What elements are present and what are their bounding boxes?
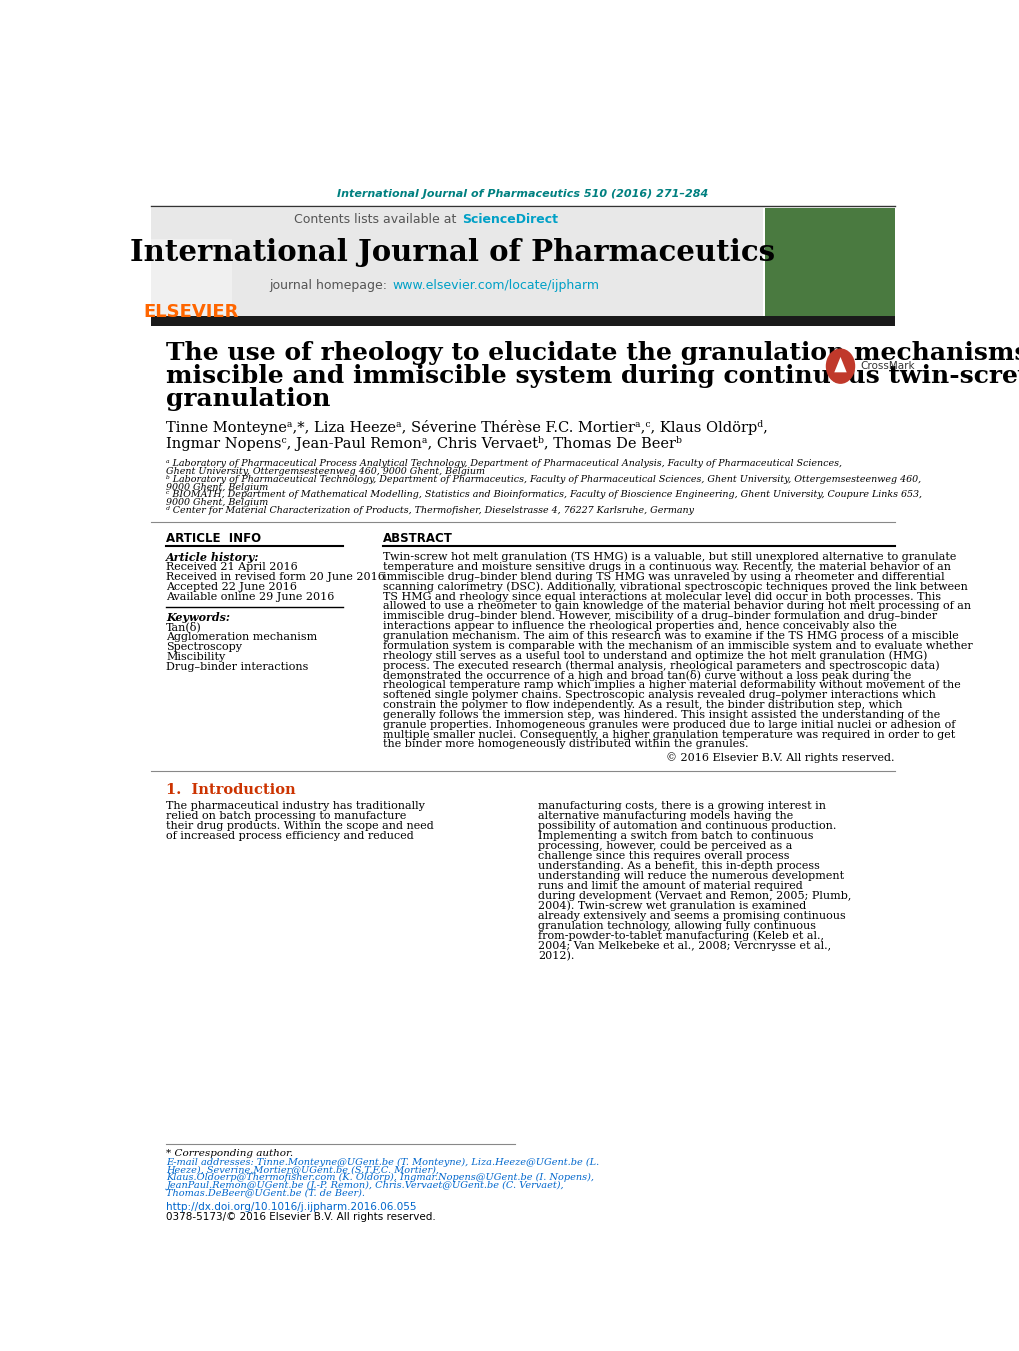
Text: E-mail addresses: Tinne.Monteyne@UGent.be (T. Monteyne), Liza.Heeze@UGent.be (L.: E-mail addresses: Tinne.Monteyne@UGent.b… [166,1158,599,1167]
Text: Twin-screw hot melt granulation (TS HMG) is a valuable, but still unexplored alt: Twin-screw hot melt granulation (TS HMG)… [383,551,956,562]
Text: Heeze), Severine.Mortier@UGent.be (S.T.F.C. Mortier),: Heeze), Severine.Mortier@UGent.be (S.T.F… [166,1166,439,1174]
Text: 2004). Twin-screw wet granulation is examined: 2004). Twin-screw wet granulation is exa… [538,901,806,911]
Text: 2012).: 2012). [538,951,574,961]
Text: The use of rheology to elucidate the granulation mechanisms of a: The use of rheology to elucidate the gra… [166,340,1019,365]
Text: 1.  Introduction: 1. Introduction [166,784,296,797]
Ellipse shape [825,349,854,384]
Text: process. The executed research (thermal analysis, rheological parameters and spe: process. The executed research (thermal … [383,661,938,671]
Text: ᵇ Laboratory of Pharmaceutical Technology, Department of Pharmaceutics, Faculty : ᵇ Laboratory of Pharmaceutical Technolog… [166,474,920,484]
Text: rheological temperature ramp which implies a higher material deformability witho: rheological temperature ramp which impli… [383,681,960,690]
FancyBboxPatch shape [151,316,894,326]
Text: temperature and moisture sensitive drugs in a continuous way. Recently, the mate: temperature and moisture sensitive drugs… [383,562,951,571]
Text: Accepted 22 June 2016: Accepted 22 June 2016 [166,582,297,592]
FancyBboxPatch shape [151,239,232,316]
Text: runs and limit the amount of material required: runs and limit the amount of material re… [538,881,802,890]
Text: Tinne Monteyneᵃ,*, Liza Heezeᵃ, Séverine Thérèse F.C. Mortierᵃ,ᶜ, Klaus Oldörpᵈ,: Tinne Monteyneᵃ,*, Liza Heezeᵃ, Séverine… [166,420,767,435]
Text: constrain the polymer to flow independently. As a result, the binder distributio: constrain the polymer to flow independen… [383,700,902,711]
Text: softened single polymer chains. Spectroscopic analysis revealed drug–polymer int: softened single polymer chains. Spectros… [383,690,935,700]
Text: miscible and immiscible system during continuous twin-screw melt: miscible and immiscible system during co… [166,365,1019,388]
Text: Implementing a switch from batch to continuous: Implementing a switch from batch to cont… [538,831,813,840]
Text: ARTICLE  INFO: ARTICLE INFO [166,532,261,546]
Text: multiple smaller nuclei. Consequently, a higher granulation temperature was requ: multiple smaller nuclei. Consequently, a… [383,730,955,739]
Text: manufacturing costs, there is a growing interest in: manufacturing costs, there is a growing … [538,801,825,811]
Text: The pharmaceutical industry has traditionally: The pharmaceutical industry has traditio… [166,801,425,811]
Text: ABSTRACT: ABSTRACT [383,532,452,546]
Text: understanding will reduce the numerous development: understanding will reduce the numerous d… [538,871,844,881]
Text: interactions appear to influence the rheological properties and, hence conceivab: interactions appear to influence the rhe… [383,621,897,631]
Text: granulation: granulation [166,388,330,411]
Text: rheology still serves as a useful tool to understand and optimize the hot melt g: rheology still serves as a useful tool t… [383,650,926,661]
Text: ᵈ Center for Material Characterization of Products, Thermofisher, Dieselstrasse : ᵈ Center for Material Characterization o… [166,505,694,515]
Text: Thomas.DeBeer@UGent.be (T. de Beer).: Thomas.DeBeer@UGent.be (T. de Beer). [166,1189,365,1197]
Text: challenge since this requires overall process: challenge since this requires overall pr… [538,851,789,861]
Text: demonstrated the occurrence of a high and broad tan(δ) curve without a loss peak: demonstrated the occurrence of a high an… [383,670,911,681]
Text: International Journal of Pharmaceutics: International Journal of Pharmaceutics [130,239,774,267]
Text: 0378-5173/© 2016 Elsevier B.V. All rights reserved.: 0378-5173/© 2016 Elsevier B.V. All right… [166,1212,435,1223]
Text: Keywords:: Keywords: [166,612,230,623]
Text: Spectroscopy: Spectroscopy [166,642,243,653]
Text: during development (Vervaet and Remon, 2005; Plumb,: during development (Vervaet and Remon, 2… [538,890,851,901]
Text: possibility of automation and continuous production.: possibility of automation and continuous… [538,821,836,831]
Text: * Corresponding author.: * Corresponding author. [166,1148,293,1158]
Text: allowed to use a rheometer to gain knowledge of the material behavior during hot: allowed to use a rheometer to gain knowl… [383,601,970,612]
Text: © 2016 Elsevier B.V. All rights reserved.: © 2016 Elsevier B.V. All rights reserved… [665,753,894,763]
Text: CrossMark: CrossMark [860,361,914,372]
Text: processing, however, could be perceived as a: processing, however, could be perceived … [538,840,792,851]
Text: 2004; Van Melkebeke et al., 2008; Vercnrysse et al.,: 2004; Van Melkebeke et al., 2008; Vercnr… [538,942,830,951]
Text: granulation mechanism. The aim of this research was to examine if the TS HMG pro: granulation mechanism. The aim of this r… [383,631,958,640]
Text: immiscible drug–binder blend during TS HMG was unraveled by using a rheometer an: immiscible drug–binder blend during TS H… [383,571,944,582]
Text: Received in revised form 20 June 2016: Received in revised form 20 June 2016 [166,573,385,582]
Text: Contents lists available at: Contents lists available at [294,213,461,227]
Text: Ingmar Nopensᶜ, Jean-Paul Remonᵃ, Chris Vervaetᵇ, Thomas De Beerᵇ: Ingmar Nopensᶜ, Jean-Paul Remonᵃ, Chris … [166,436,682,451]
Text: Article history:: Article history: [166,551,260,562]
Text: 9000 Ghent, Belgium: 9000 Ghent, Belgium [166,482,268,492]
Text: http://dx.doi.org/10.1016/j.ijpharm.2016.06.055: http://dx.doi.org/10.1016/j.ijpharm.2016… [166,1202,417,1212]
Text: journal homepage:: journal homepage: [269,278,390,292]
Text: relied on batch processing to manufacture: relied on batch processing to manufactur… [166,811,407,821]
Text: Klaus.Oldoerp@Thermofisher.com (K. Oldörp), Ingmar.Nopens@UGent.be (I. Nopens),: Klaus.Oldoerp@Thermofisher.com (K. Oldör… [166,1173,594,1182]
Text: the binder more homogeneously distributed within the granules.: the binder more homogeneously distribute… [383,739,748,750]
Text: Drug–binder interactions: Drug–binder interactions [166,662,309,673]
FancyBboxPatch shape [151,208,762,316]
Text: granule properties. Inhomogeneous granules were produced due to large initial nu: granule properties. Inhomogeneous granul… [383,720,955,730]
Text: ᶜ BIOMATH, Department of Mathematical Modelling, Statistics and Bioinformatics, : ᶜ BIOMATH, Department of Mathematical Mo… [166,490,921,500]
Text: Tan(δ): Tan(δ) [166,621,202,632]
Text: Received 21 April 2016: Received 21 April 2016 [166,562,298,571]
Text: ScienceDirect: ScienceDirect [462,213,557,227]
Text: from-powder-to-tablet manufacturing (Keleb et al.,: from-powder-to-tablet manufacturing (Kel… [538,931,823,942]
Text: understanding. As a benefit, this in-depth process: understanding. As a benefit, this in-dep… [538,861,819,871]
Text: alternative manufacturing models having the: alternative manufacturing models having … [538,811,793,821]
Text: their drug products. Within the scope and need: their drug products. Within the scope an… [166,821,433,831]
Text: of increased process efficiency and reduced: of increased process efficiency and redu… [166,831,414,840]
FancyBboxPatch shape [764,208,894,316]
Text: www.elsevier.com/locate/ijpharm: www.elsevier.com/locate/ijpharm [392,278,599,292]
Text: ELSEVIER: ELSEVIER [144,303,238,322]
Text: Agglomeration mechanism: Agglomeration mechanism [166,632,317,642]
Text: generally follows the immersion step, was hindered. This insight assisted the un: generally follows the immersion step, wa… [383,709,940,720]
Text: Miscibility: Miscibility [166,653,225,662]
Text: immiscible drug–binder blend. However, miscibility of a drug–binder formulation : immiscible drug–binder blend. However, m… [383,611,936,621]
Text: 9000 Ghent, Belgium: 9000 Ghent, Belgium [166,499,268,507]
Text: granulation technology, allowing fully continuous: granulation technology, allowing fully c… [538,921,815,931]
Text: International Journal of Pharmaceutics 510 (2016) 271–284: International Journal of Pharmaceutics 5… [337,189,707,200]
Text: formulation system is comparable with the mechanism of an immiscible system and : formulation system is comparable with th… [383,640,972,651]
Text: Available online 29 June 2016: Available online 29 June 2016 [166,592,334,603]
Text: Ghent University, Ottergemsesteenweg 460, 9000 Ghent, Belgium: Ghent University, Ottergemsesteenweg 460… [166,467,485,476]
Text: scanning calorimetry (DSC). Additionally, vibrational spectroscopic techniques p: scanning calorimetry (DSC). Additionally… [383,581,967,592]
Text: already extensively and seems a promising continuous: already extensively and seems a promisin… [538,911,845,921]
Text: JeanPaul.Remon@UGent.be (J.-P. Remon), Chris.Vervaet@UGent.be (C. Vervaet),: JeanPaul.Remon@UGent.be (J.-P. Remon), C… [166,1181,564,1190]
Polygon shape [834,357,846,373]
Text: TS HMG and rheology since equal interactions at molecular level did occur in bot: TS HMG and rheology since equal interact… [383,592,941,601]
Text: ᵃ Laboratory of Pharmaceutical Process Analytical Technology, Department of Phar: ᵃ Laboratory of Pharmaceutical Process A… [166,459,842,469]
